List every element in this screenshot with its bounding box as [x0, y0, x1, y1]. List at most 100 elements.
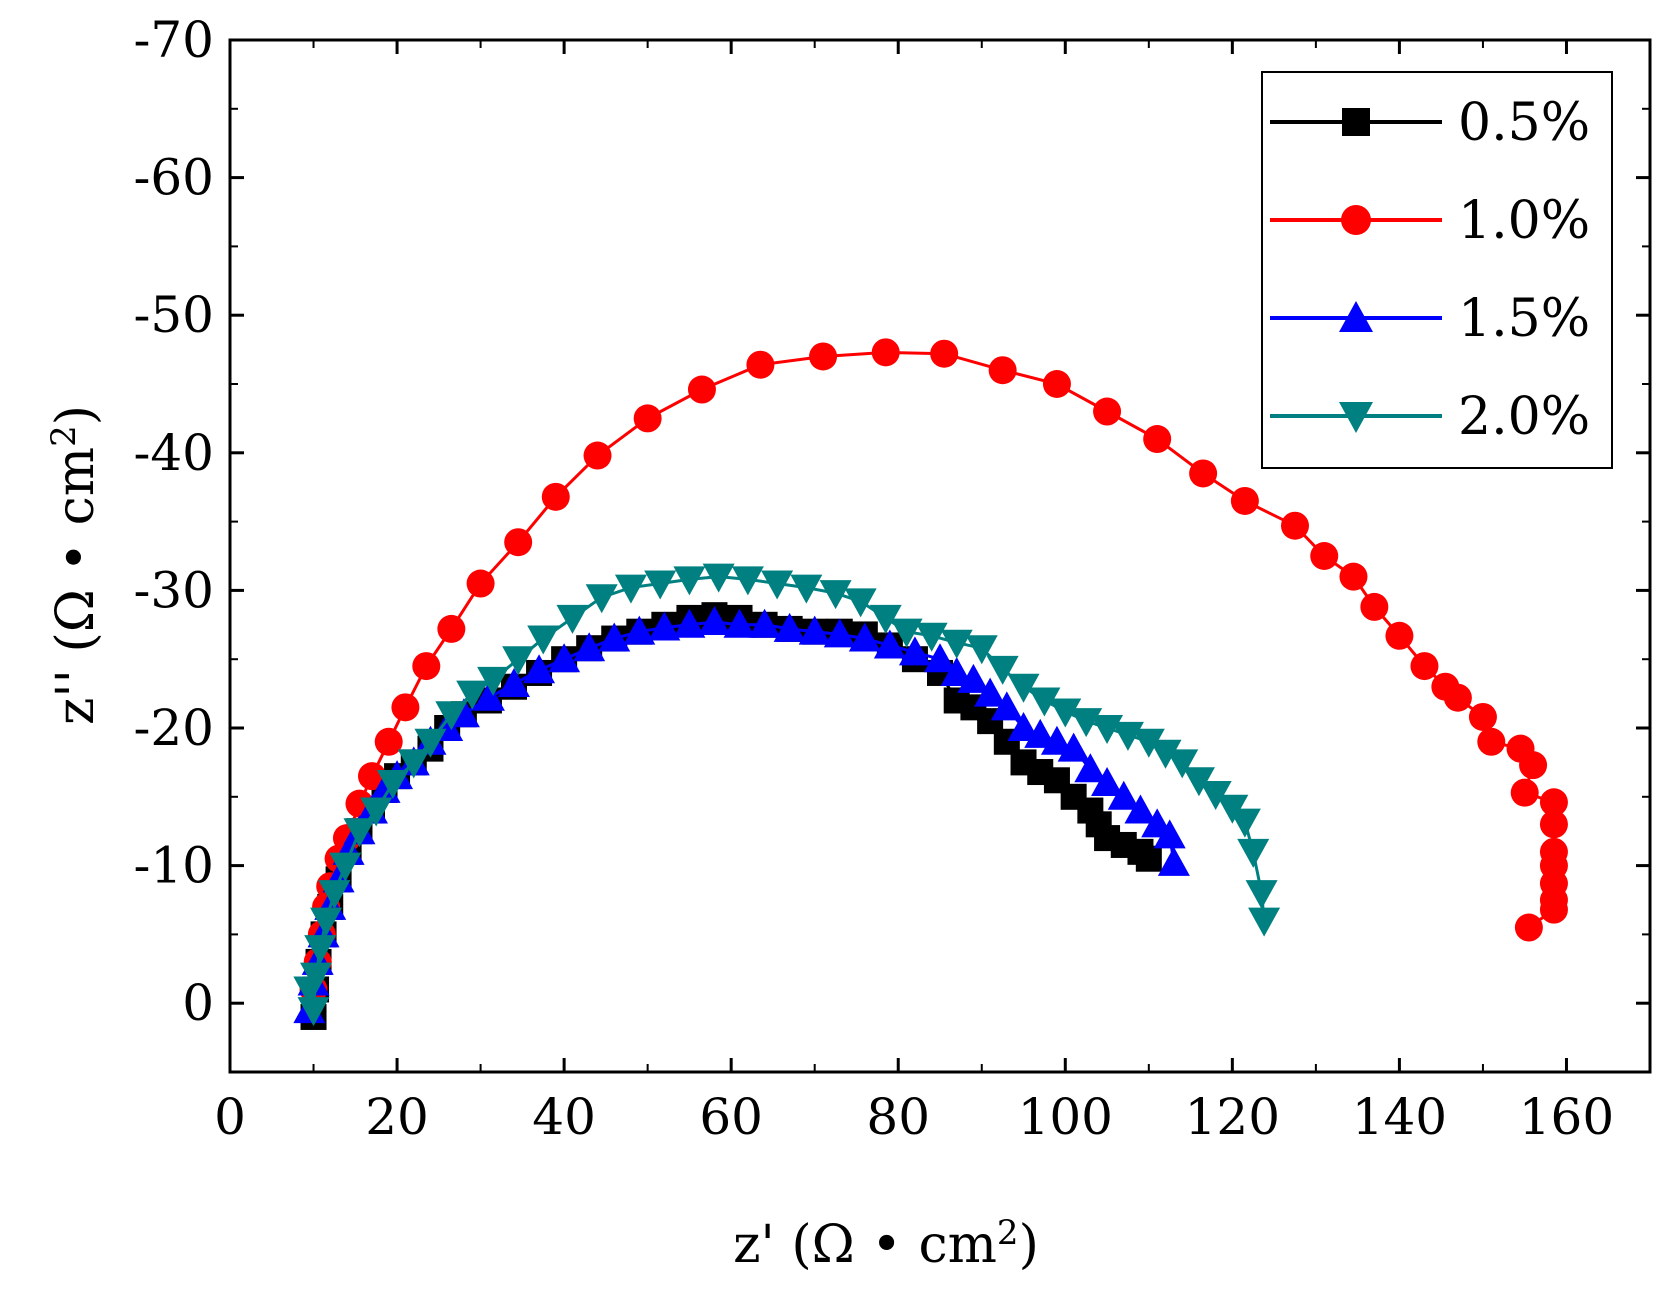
data-point-15: [748, 608, 781, 638]
data-point-20: [397, 749, 430, 779]
y-tick-label: -30: [133, 561, 214, 619]
y-tick-label: -60: [133, 149, 214, 207]
data-point-15: [873, 629, 906, 659]
x-tick-label: 140: [1352, 1088, 1447, 1146]
data-point-15: [723, 608, 756, 638]
data-point-10: [746, 350, 775, 379]
data-point-20: [435, 701, 468, 731]
legend-marker: [1341, 205, 1371, 235]
data-point-20: [890, 618, 923, 648]
data-point-20: [1248, 907, 1281, 937]
data-point-20: [1028, 687, 1061, 717]
data-point-15: [1124, 794, 1157, 824]
data-point-15: [573, 632, 606, 662]
data-point-20: [376, 770, 409, 800]
data-point-15: [648, 611, 681, 641]
legend-label: 2.0%: [1458, 387, 1590, 447]
data-point-10: [1385, 621, 1414, 650]
data-point-20: [673, 566, 706, 596]
data-point-15: [548, 643, 581, 673]
data-point-15: [940, 656, 973, 686]
data-point-15: [498, 667, 530, 697]
data-point-15: [773, 612, 806, 642]
data-point-10: [1468, 702, 1497, 731]
data-point-20: [502, 646, 535, 676]
data-point-20: [318, 880, 351, 910]
legend-item-15: 1.5%: [1270, 289, 1590, 349]
plot-frame: [228, 38, 1652, 1074]
series-20: [293, 563, 1281, 1027]
x-tick-label: 100: [1018, 1088, 1113, 1146]
data-point-15: [1157, 846, 1190, 876]
data-point-10: [374, 727, 403, 756]
legend-marker: [1339, 301, 1373, 332]
data-point-10: [1360, 592, 1389, 621]
data-point-10: [1477, 727, 1506, 756]
data-point-10: [1519, 751, 1548, 780]
data-point-20: [585, 584, 618, 614]
data-point-15: [848, 622, 881, 652]
data-point-10: [930, 339, 959, 368]
legend-marker: [1339, 402, 1373, 433]
data-point-05: [1135, 845, 1162, 872]
series-line-15: [307, 620, 1176, 1011]
x-tick-label: 40: [532, 1088, 596, 1146]
legend-item-20: 2.0%: [1270, 387, 1590, 447]
data-point-20: [1149, 739, 1182, 769]
data-point-10: [871, 338, 900, 367]
data-point-20: [304, 935, 337, 965]
data-point-20: [915, 622, 948, 652]
legend-marker: [1342, 108, 1370, 136]
data-point-10: [988, 356, 1017, 385]
data-point-10: [583, 441, 612, 470]
data-point-15: [1057, 732, 1090, 762]
data-point-20: [1245, 880, 1278, 910]
data-point-15: [990, 691, 1023, 721]
data-point-10: [1339, 562, 1368, 591]
data-point-20: [477, 666, 510, 696]
data-point-10: [504, 528, 533, 557]
data-point-10: [1539, 788, 1568, 817]
x-axis: 0 20 40 60 80 100 120 140 160: [214, 40, 1614, 1146]
data-point-20: [456, 680, 489, 710]
data-point-15: [798, 615, 831, 645]
data-point-20: [761, 570, 794, 600]
data-point-10: [1443, 683, 1472, 712]
data-point-20: [869, 604, 902, 634]
data-point-20: [343, 818, 376, 848]
y-axis-title: z'' (Ω • cm2): [44, 405, 106, 725]
data-point-10: [437, 614, 466, 643]
data-point-20: [819, 580, 852, 610]
data-point-10: [1539, 810, 1568, 839]
y-tick-label: -20: [133, 699, 214, 757]
data-point-10: [1514, 913, 1543, 942]
data-point-15: [1107, 780, 1140, 810]
data-point-15: [1024, 718, 1057, 748]
data-point-10: [391, 693, 420, 722]
data-point-15: [1007, 712, 1040, 741]
data-point-20: [1007, 673, 1040, 703]
data-point-10: [1310, 542, 1339, 570]
data-point-20: [702, 563, 735, 593]
y-axis: 0 -10 -20 -30 -40 -50 -60 -70: [133, 11, 1650, 1073]
data-point-15: [898, 636, 931, 666]
data-point-20: [986, 655, 1019, 685]
data-point-20: [1182, 767, 1215, 797]
data-point-10: [1189, 459, 1218, 488]
data-point-10: [1410, 652, 1439, 681]
legend-box: [1261, 71, 1613, 469]
x-tick-label: 60: [699, 1088, 763, 1146]
data-point-10: [1143, 425, 1172, 454]
data-point-20: [297, 997, 330, 1027]
y-tick-label: -50: [133, 286, 214, 344]
data-point-15: [523, 654, 556, 684]
data-point-15: [673, 608, 706, 638]
data-point-15: [1091, 767, 1124, 797]
x-tick-label: 160: [1519, 1088, 1614, 1146]
data-point-15: [1040, 725, 1073, 755]
legend-label: 0.5%: [1458, 93, 1590, 153]
data-point-15: [957, 663, 990, 693]
data-point-20: [731, 566, 764, 596]
data-point-20: [556, 604, 589, 634]
data-point-20: [1237, 838, 1270, 868]
